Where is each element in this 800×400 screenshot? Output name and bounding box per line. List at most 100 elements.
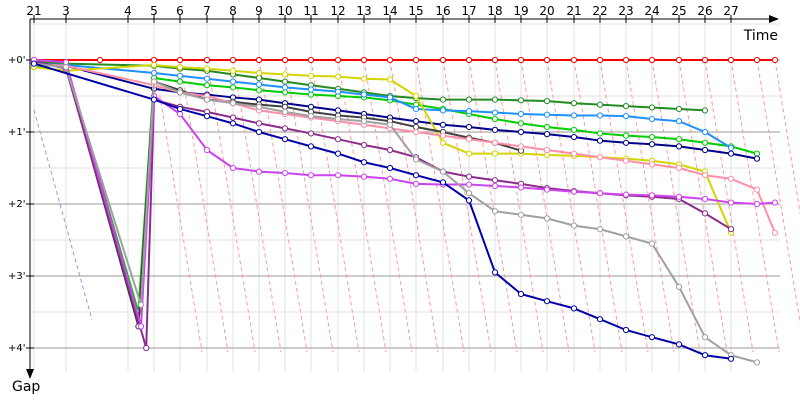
data-point	[412, 128, 420, 136]
data-point	[176, 110, 184, 118]
data-point	[412, 123, 420, 131]
data-point	[465, 123, 473, 131]
data-point	[281, 56, 289, 64]
data-point	[255, 120, 263, 127]
data-point	[439, 121, 447, 128]
data-point	[386, 121, 394, 128]
data-point	[307, 56, 315, 64]
series-lines	[30, 56, 779, 366]
x-tick-label: 21	[566, 4, 581, 18]
x-tick-label: 17	[461, 4, 476, 18]
data-point	[491, 126, 499, 133]
data-point	[281, 84, 289, 91]
data-point	[517, 128, 525, 136]
data-point	[491, 150, 499, 157]
pit-line	[33, 109, 93, 321]
data-point	[622, 139, 630, 146]
data-point	[622, 56, 630, 64]
data-point	[439, 96, 447, 103]
data-point	[334, 107, 342, 114]
lapped-line	[599, 59, 649, 353]
data-point	[648, 115, 656, 123]
data-point	[150, 96, 158, 103]
lapped-line	[206, 59, 256, 353]
data-point	[334, 136, 342, 143]
data-point	[281, 108, 289, 115]
axis-ticks: 21 3 4 5 6 7 8 9 10 11 12 13 14 15 16 17 18 19 20 21 22 23 24 2…	[8, 4, 739, 354]
data-point	[281, 136, 289, 143]
data-point	[281, 169, 289, 177]
data-point	[360, 75, 368, 82]
lapped-line	[546, 59, 596, 353]
series-line	[33, 60, 706, 112]
data-point	[203, 146, 211, 154]
data-point	[334, 88, 342, 95]
data-point	[727, 199, 735, 206]
data-point	[753, 56, 761, 64]
y-tick-label: +3'	[8, 271, 26, 282]
x-tick-label: 26	[697, 4, 712, 18]
data-point	[176, 72, 184, 79]
data-point	[491, 56, 499, 64]
data-point	[203, 113, 211, 120]
data-point	[543, 97, 551, 105]
data-point	[753, 186, 761, 193]
series-line	[33, 62, 732, 360]
data-point	[543, 151, 551, 159]
data-point	[255, 87, 263, 94]
data-point	[701, 172, 709, 179]
data-point	[439, 107, 447, 114]
lapped-line	[153, 59, 203, 353]
data-point	[622, 157, 630, 164]
lapped-line	[179, 59, 229, 353]
series-line	[33, 59, 776, 328]
data-point	[491, 96, 499, 103]
x-tick-label: 7	[203, 4, 211, 18]
data-point	[439, 179, 447, 186]
data-point	[465, 181, 473, 188]
x-tick-label: 14	[382, 4, 397, 18]
data-point	[701, 210, 709, 217]
lapped-line	[756, 59, 800, 325]
data-point	[143, 344, 150, 352]
data-point	[622, 233, 630, 240]
data-point	[255, 168, 263, 175]
data-point	[203, 56, 211, 64]
data-point	[771, 56, 779, 64]
series-11	[30, 60, 761, 366]
data-point	[701, 334, 709, 341]
data-point	[675, 193, 683, 200]
lapped-line	[389, 59, 439, 353]
lapped-line	[573, 59, 623, 353]
data-point	[727, 175, 735, 182]
x-tick-label: 8	[229, 4, 237, 18]
data-point	[543, 111, 551, 118]
data-point	[281, 103, 289, 110]
data-point	[307, 143, 315, 150]
data-point	[334, 115, 342, 123]
data-point	[596, 316, 604, 323]
data-point	[439, 139, 447, 146]
data-point	[596, 112, 604, 119]
data-point	[439, 168, 447, 175]
data-point	[386, 146, 394, 154]
x-tick-label: 6	[176, 4, 184, 18]
data-point	[229, 78, 237, 85]
data-point	[203, 65, 211, 72]
data-point	[675, 283, 683, 290]
data-point	[307, 72, 315, 79]
data-point	[360, 159, 368, 166]
data-point	[596, 226, 604, 233]
data-point	[255, 56, 263, 64]
data-point	[255, 103, 263, 110]
y-tick-label: +0'	[8, 55, 26, 66]
data-point	[517, 290, 525, 298]
series-5	[30, 60, 761, 162]
data-point	[281, 78, 289, 85]
data-point	[439, 56, 447, 64]
data-point	[176, 64, 184, 71]
x-tick-label: 12	[330, 4, 345, 18]
data-point	[517, 184, 525, 191]
data-point	[386, 175, 394, 182]
data-point	[727, 56, 735, 64]
